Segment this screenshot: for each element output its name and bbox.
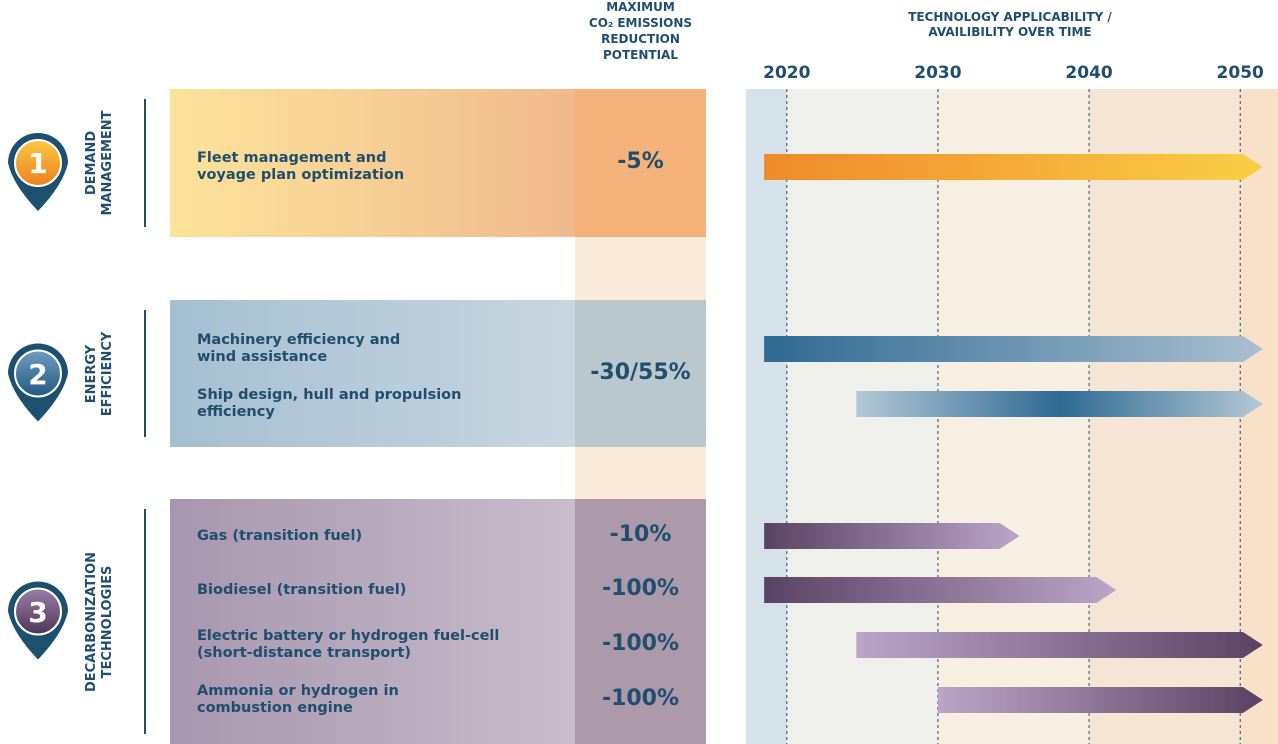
item-label: combustion engine (197, 700, 353, 716)
item-label: Fleet management and (197, 150, 387, 166)
group-label: ENERGY EFFICIENCY (84, 274, 116, 474)
reduction-value: -10% (609, 522, 672, 547)
item-label: Electric battery or hydrogen fuel-cell (197, 628, 500, 644)
timeline-arrow (764, 577, 1117, 603)
pin-number: 2 (28, 357, 48, 391)
timeline-arrow (856, 632, 1263, 658)
item-label: (short-distance transport) (197, 645, 412, 661)
pin-number: 1 (28, 147, 48, 180)
reduction-value: -5% (617, 149, 664, 174)
reduction-header: REDUCTION (601, 32, 680, 46)
timeline-arrow (764, 154, 1263, 180)
group-label-line: EFFICIENCY (100, 331, 115, 416)
reduction-header: MAXIMUM (606, 0, 675, 14)
reduction-cell (575, 89, 706, 237)
reduction-cell (575, 300, 706, 447)
timeline-arrow (937, 687, 1263, 713)
x-tick-label: 2030 (914, 63, 962, 83)
reduction-value: -30/55% (590, 359, 691, 385)
group-label-line: DECARBONIZATION (84, 551, 99, 692)
pin-number: 3 (28, 595, 48, 629)
group-label-line: DEMAND (84, 130, 99, 196)
timeline-arrow (856, 391, 1263, 417)
timeline-arrow (764, 523, 1020, 549)
item-label: voyage plan optimization (197, 167, 405, 183)
reduction-header: POTENTIAL (602, 48, 678, 62)
pin-inner (14, 139, 62, 187)
item-label: wind assistance (197, 349, 328, 365)
group-label: DEMAND MANAGEMENT (84, 63, 116, 263)
x-tick-label: 2050 (1216, 63, 1264, 83)
reduction-header: CO₂ EMISSIONS (588, 16, 693, 30)
x-tick-label: 2020 (763, 63, 811, 83)
reduction-value: -100% (601, 576, 680, 601)
group-label: DECARBONIZATION TECHNOLOGIES (84, 522, 116, 722)
timeline-band (746, 89, 787, 744)
item-label: Machinery efficiency and (197, 332, 401, 348)
reduction-cell (575, 499, 706, 744)
item-label: Gas (transition fuel) (197, 527, 363, 544)
group-panel (170, 89, 575, 237)
group-label-line: ENERGY (84, 344, 99, 403)
timeline-header: AVAILIBILITY OVER TIME (928, 25, 1092, 39)
reduction-value: -100% (601, 631, 680, 656)
item-label: Ship design, hull and propulsion (197, 387, 462, 403)
item-label: Ammonia or hydrogen in (197, 683, 399, 699)
timeline-header: TECHNOLOGY APPLICABILITY / (908, 10, 1112, 24)
pin-inner (14, 587, 62, 636)
pin-inner (14, 349, 62, 398)
group-panel (170, 499, 575, 744)
x-tick-label: 2040 (1065, 63, 1113, 83)
group-label-line: MANAGEMENT (100, 110, 115, 216)
item-label: efficiency (197, 404, 275, 420)
group-panel (170, 300, 575, 447)
timeline-arrow (764, 336, 1263, 362)
reduction-value: -100% (601, 686, 680, 711)
group-label-line: TECHNOLOGIES (100, 565, 115, 678)
item-label: Biodiesel (transition fuel) (197, 581, 407, 598)
